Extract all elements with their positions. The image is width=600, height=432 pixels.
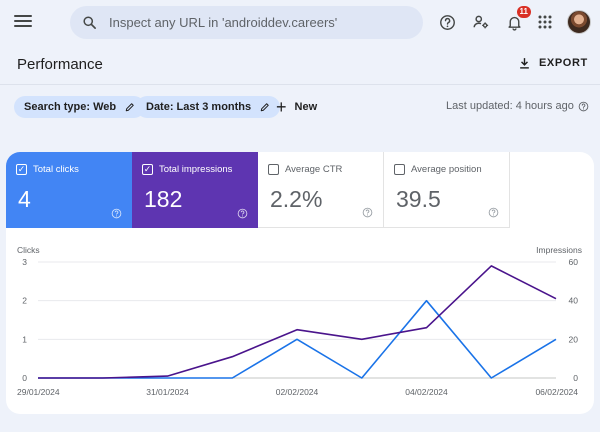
metric-label: Average position [411,164,482,175]
left-tick-label: 0 [22,373,27,383]
url-inspection-search[interactable] [70,6,423,39]
x-tick-label: 31/01/2024 [146,387,189,397]
notifications-icon[interactable]: 11 [503,6,531,33]
right-tick-label: 0 [573,373,578,383]
checkbox-unchecked-icon[interactable] [268,164,279,175]
manage-users-icon[interactable] [470,11,492,33]
search-input[interactable] [109,15,409,30]
notification-count-badge: 11 [516,6,531,18]
edit-icon [260,103,269,112]
series-line-impressions[interactable] [38,265,557,379]
right-tick-label: 60 [569,257,579,267]
right-axis-label: Impressions [536,245,582,255]
add-filter-label: New [294,101,318,113]
help-icon[interactable] [488,207,499,218]
search-type-filter-chip[interactable]: Search type: Web [14,96,146,118]
right-tick-label: 40 [569,296,579,306]
checkbox-checked-icon[interactable]: ✓ [16,164,27,175]
left-tick-label: 2 [22,296,27,306]
metric-card-total-impressions[interactable]: ✓ Total impressions 182 [132,152,258,228]
edit-icon [125,103,134,112]
left-tick-label: 1 [22,334,27,344]
metric-label: Total impressions [159,164,233,175]
last-updated-text: Last updated: 4 hours ago [446,100,574,112]
search-icon [83,16,96,29]
performance-panel: ✓ Total clicks 4 ✓ Total impressions 182 A… [6,152,594,414]
download-icon [520,58,529,69]
help-icon[interactable] [237,208,248,219]
metric-card-average-position[interactable]: Average position 39.5 [384,152,510,228]
help-icon[interactable] [578,101,589,112]
checkbox-unchecked-icon[interactable] [394,164,405,175]
left-axis-label: Clicks [17,245,40,255]
x-tick-label: 02/02/2024 [276,387,319,397]
export-label: EXPORT [539,57,588,69]
date-filter-label: Date: Last 3 months [146,101,252,113]
checkbox-checked-icon[interactable]: ✓ [142,164,153,175]
export-button[interactable]: EXPORT [518,56,588,70]
metric-label: Average CTR [285,164,343,175]
add-filter-button[interactable]: + New [276,98,317,116]
help-icon[interactable] [111,208,122,219]
performance-line-chart: Clicks Impressions 0 0 1 20 2 40 3 60 29/01/2024… [17,245,582,397]
date-filter-chip[interactable]: Date: Last 3 months [136,96,281,118]
menu-icon[interactable] [12,12,34,32]
search-type-label: Search type: Web [24,101,117,113]
last-updated-status: Last updated: 4 hours ago [446,100,589,112]
metric-card-average-ctr[interactable]: Average CTR 2.2% [258,152,384,228]
left-tick-label: 3 [22,257,27,267]
help-icon[interactable] [436,11,458,33]
page-title: Performance [17,56,103,73]
metric-card-total-clicks[interactable]: ✓ Total clicks 4 [6,152,132,228]
avatar[interactable] [567,10,591,34]
top-app-bar: 11 [0,0,600,44]
metric-value: 39.5 [396,186,441,212]
right-tick-label: 20 [569,334,579,344]
metric-label: Total clicks [33,164,79,175]
x-tick-label: 06/02/2024 [535,387,578,397]
metric-value: 182 [144,186,183,212]
x-tick-label: 29/01/2024 [17,387,60,397]
metric-value: 2.2% [270,186,323,212]
divider [0,84,600,85]
x-tick-label: 04/02/2024 [405,387,448,397]
apps-grid-icon[interactable] [534,11,556,33]
plus-icon: + [276,97,287,117]
help-icon[interactable] [362,207,373,218]
metric-value: 4 [18,186,31,212]
